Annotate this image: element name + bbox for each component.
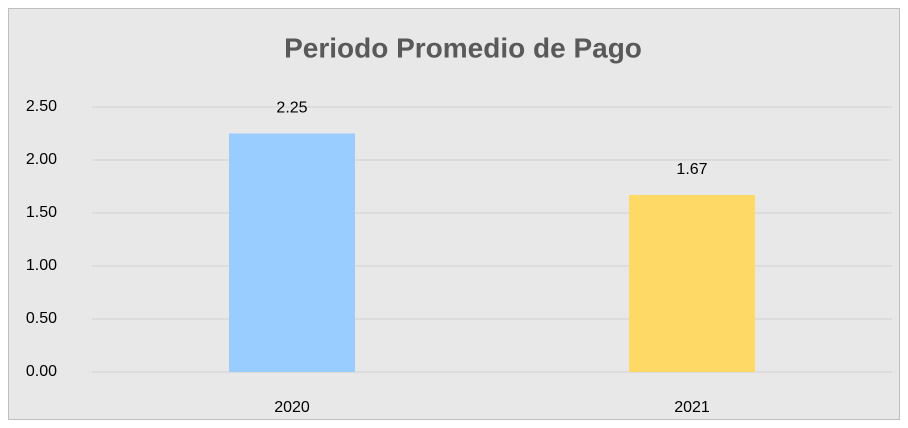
bar bbox=[629, 194, 755, 372]
chart-title: Periodo Promedio de Pago bbox=[284, 32, 642, 63]
y-tick-label: 0.50 bbox=[26, 310, 57, 327]
data-label: 2.25 bbox=[276, 100, 307, 117]
chart-background bbox=[8, 8, 900, 420]
data-label: 1.67 bbox=[676, 161, 707, 178]
y-tick-label: 2.00 bbox=[26, 151, 57, 168]
y-tick-label: 1.00 bbox=[26, 257, 57, 274]
bar bbox=[229, 133, 355, 372]
y-tick-label: 1.50 bbox=[26, 204, 57, 221]
y-tick-label: 0.00 bbox=[26, 363, 57, 380]
x-tick-label: 2021 bbox=[674, 399, 710, 416]
x-tick-label: 2020 bbox=[274, 399, 310, 416]
y-tick-label: 2.50 bbox=[26, 98, 57, 115]
